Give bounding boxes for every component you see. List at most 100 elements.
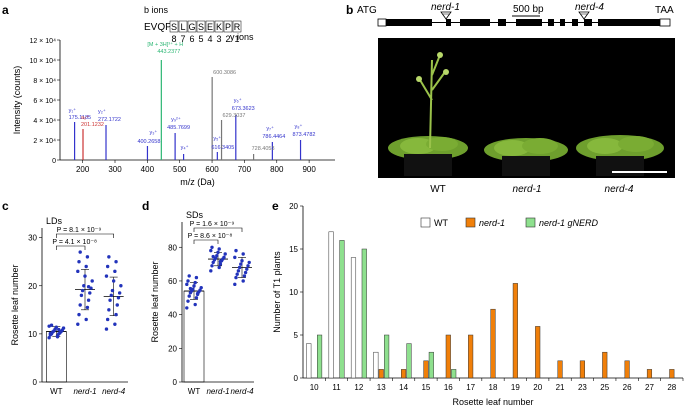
a-peak-label: 400.2658	[137, 139, 160, 145]
nerd4-label: nerd-4	[575, 2, 604, 13]
a-peak-label: 600.3086	[213, 70, 236, 76]
data-point	[235, 272, 239, 276]
peptide-residue-box	[196, 20, 206, 33]
data-point	[79, 293, 84, 298]
legend-swatch	[465, 217, 476, 228]
y-tick-label: 80	[168, 243, 177, 252]
data-point	[85, 255, 90, 259]
y-tick-label: 10	[289, 288, 298, 297]
y-tick-label: 0	[173, 378, 178, 387]
data-point	[84, 317, 88, 322]
data-point	[198, 288, 202, 292]
bar-nerd-1	[512, 283, 518, 379]
a-peak-label: y₄⁺	[181, 144, 189, 151]
scale-label: 500 bp	[513, 4, 544, 15]
data-point	[86, 298, 91, 302]
data-point	[210, 245, 214, 249]
sig-label: P = 1.6 × 10⁻⁹	[190, 221, 235, 228]
peptide-y-number: 8	[171, 34, 176, 44]
data-point	[76, 269, 80, 274]
data-point	[233, 282, 237, 287]
a-peak-label: y₆⁺	[234, 97, 242, 104]
data-point	[216, 250, 220, 255]
category-label: nerd-1	[206, 387, 229, 396]
data-point	[236, 269, 241, 273]
data-point	[84, 264, 88, 269]
category-label: WT	[188, 387, 201, 396]
data-point	[187, 274, 191, 278]
a-x-tick-label: 300	[108, 165, 122, 174]
data-point	[105, 317, 110, 322]
data-point	[77, 259, 81, 264]
x-tick-label: 21	[556, 383, 565, 392]
a-y-label: Intensity (counts)	[12, 66, 22, 135]
a-peak-label: [M + 3H]³⁺ + H	[147, 41, 183, 48]
a-peak-label: 175.1185	[69, 115, 92, 121]
peptide-y-number: 5	[198, 34, 203, 44]
data-point	[186, 279, 190, 283]
data-point	[195, 291, 200, 296]
bar-WT	[373, 351, 379, 379]
a-x-tick-label: 600	[205, 165, 219, 174]
sig-label: P = 4.1 × 10⁻⁸	[52, 239, 97, 246]
peptide-residue-box	[169, 20, 179, 33]
legend-label: nerd-1 gNERD	[539, 218, 599, 228]
exon-5	[516, 19, 542, 26]
peptide-y-number: 4	[207, 34, 212, 44]
data-point	[239, 262, 243, 266]
data-point	[114, 312, 118, 317]
nerd1-label: nerd-1	[431, 2, 460, 13]
data-point	[234, 248, 238, 253]
x-tick-label: 10	[310, 383, 319, 392]
y-label: Rosette leaf number	[10, 264, 20, 345]
data-point	[78, 303, 82, 307]
bar-nerd-1	[423, 360, 429, 379]
bar-WT	[306, 343, 312, 379]
bar-nerd-1	[535, 326, 541, 379]
photo-label-nerd4: nerd-4	[605, 184, 634, 195]
y-ions-label: y ions	[230, 32, 254, 42]
x-tick-label: 28	[667, 383, 676, 392]
a-y-tick-label: 10 × 10⁴	[29, 58, 56, 65]
data-point	[108, 298, 112, 302]
x-tick-label: 26	[623, 383, 632, 392]
peptide-residue: G	[188, 22, 195, 32]
data-point	[88, 291, 92, 295]
bar-nerd-1-gNERD	[428, 351, 434, 379]
bar-nerd-1	[401, 369, 407, 379]
x-tick-label: 25	[600, 383, 609, 392]
a-peak-label: y₁⁺	[69, 107, 77, 114]
x-tick-label: 14	[399, 383, 408, 392]
sig-bracket	[193, 239, 219, 244]
x-tick-label: 18	[489, 383, 498, 392]
data-point	[82, 284, 86, 288]
data-point	[193, 280, 197, 285]
data-point	[240, 259, 244, 263]
x-tick-label: 12	[354, 383, 363, 392]
a-peak-label: y₅⁺	[213, 135, 221, 142]
data-point	[194, 275, 199, 280]
data-point	[105, 264, 110, 269]
a-x-tick-label: 500	[173, 165, 187, 174]
peptide-residue-box	[232, 20, 242, 33]
bar-nerd-1-gNERD	[384, 334, 390, 379]
data-point	[237, 265, 242, 270]
peptide-residue: S	[171, 22, 177, 32]
data-point	[86, 285, 91, 289]
data-point	[187, 294, 191, 298]
data-point	[242, 274, 247, 278]
peptide-prefix: EVQP	[144, 22, 172, 33]
exon-6	[548, 19, 554, 26]
peptide-residue-box	[187, 20, 197, 33]
photo-label-nerd1: nerd-1	[513, 184, 542, 195]
a-x-tick-label: 400	[141, 165, 155, 174]
data-point	[55, 335, 60, 339]
category-label: nerd-4	[230, 387, 254, 396]
exon-1	[386, 19, 432, 26]
data-point	[241, 279, 245, 283]
a-peak-label: y₂⁺	[98, 108, 106, 115]
bar-nerd-1	[445, 334, 451, 379]
a-y-tick-label: 4 × 10⁴	[33, 118, 56, 125]
ld-leaf-chart: 0 10 20 30 LDs Rosette leaf number WT nerd-1 ner…	[10, 216, 128, 396]
sig-label: P = 8.6 × 10⁻⁸	[188, 233, 233, 240]
